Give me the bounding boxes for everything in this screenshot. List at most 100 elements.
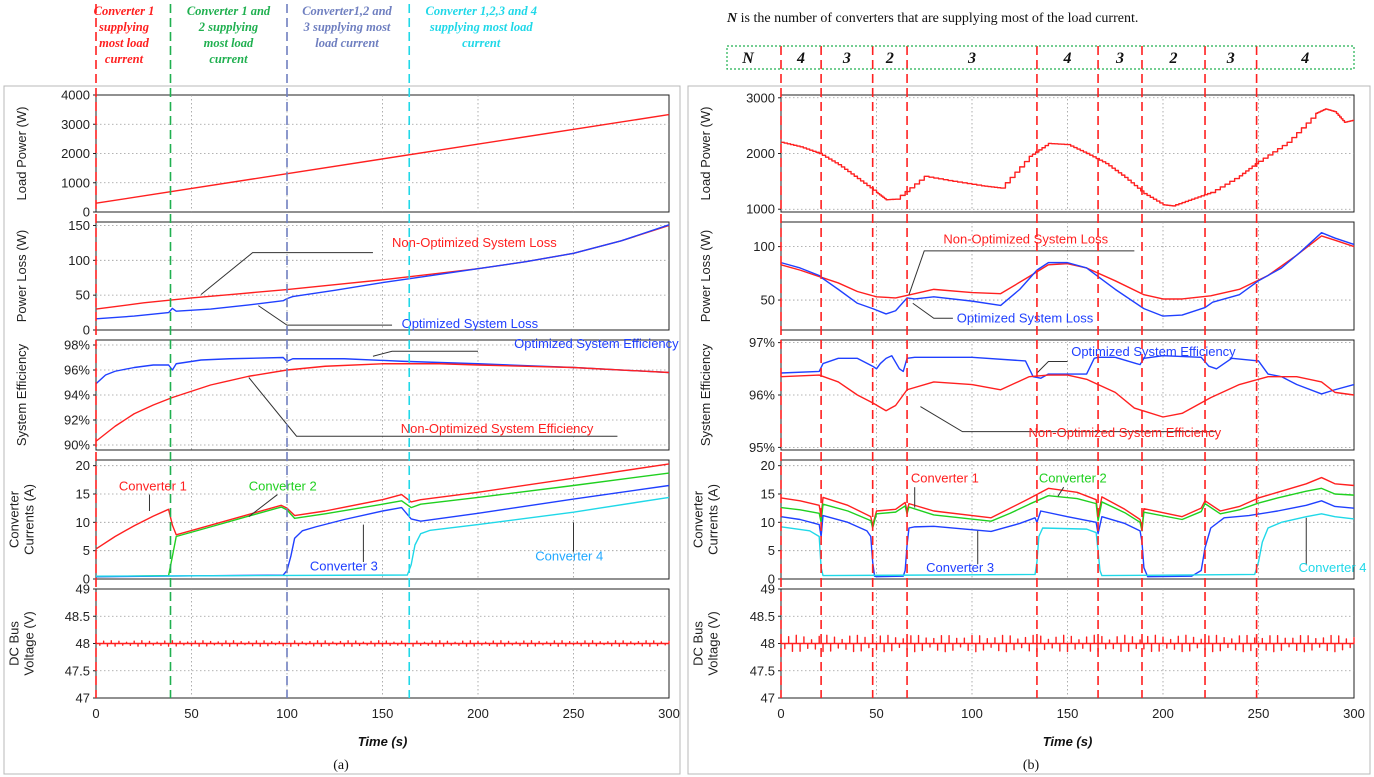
annotation-label: Converter 1 (911, 471, 979, 486)
y-axis-label: Load Power (W) (14, 107, 29, 201)
y-tick-label: 98% (64, 338, 90, 353)
y-tick-label: 49 (76, 582, 90, 597)
y-tick-label: 10 (761, 515, 775, 530)
y-tick-label: 15 (761, 487, 775, 502)
y-axis-label: Load Power (W) (698, 107, 713, 201)
plot-area (95, 94, 670, 213)
n-value: 4 (1300, 50, 1309, 67)
n-value: 3 (1226, 50, 1235, 67)
annotation-label: Converter 4 (1299, 560, 1367, 575)
y-tick-label: 47.5 (65, 663, 90, 678)
y-tick-label: 3000 (61, 117, 90, 132)
subplot-2: 0 50 100 150 Power Loss (W) Non-Optimized Sys… (14, 218, 670, 338)
annotation-label: Optimized System Efficiency (514, 336, 679, 351)
series-non-optimized-system-efficiency (780, 374, 1355, 418)
x-tick-label: 50 (869, 706, 883, 721)
y-tick-label: 48 (76, 636, 90, 651)
annotation-leader (248, 377, 618, 437)
annotation-leader (920, 406, 1217, 433)
annotation-label: Converter 4 (535, 548, 603, 563)
panel-caption: (a) (333, 758, 349, 773)
annotation-leader (248, 494, 278, 518)
annotation-label: Converter 2 (249, 479, 317, 494)
subplot-3: 90% 92% 94% 96% 98% System Efficiency Optimize… (14, 336, 679, 452)
y-tick-label: 10 (76, 515, 90, 530)
annotation-leader (912, 302, 953, 319)
annotation-label: Optimized System Efficiency (1071, 344, 1236, 359)
y-tick-label: 20 (76, 458, 90, 473)
series-line-1 (780, 634, 1355, 653)
region-header-label: Converter 1 (94, 4, 155, 18)
x-tick-label: 100 (961, 706, 983, 721)
y-tick-label: 47.5 (750, 663, 775, 678)
series-line-1 (781, 108, 1354, 207)
y-tick-label: 100 (753, 239, 775, 254)
y-axis-label: Converter (691, 490, 706, 548)
region-header-label: supplying (98, 20, 149, 34)
annotation-label: Converter 3 (926, 560, 994, 575)
region-header-label: most load (99, 36, 149, 50)
annotation-leader (1036, 360, 1068, 374)
y-tick-label: 0 (83, 205, 90, 220)
region-header-label: most load (204, 36, 254, 50)
x-axis-label: Time (s) (358, 734, 408, 749)
y-tick-label: 4000 (61, 88, 90, 103)
y-axis-label: Voltage (V) (22, 611, 37, 675)
y-tick-label: 150 (68, 218, 90, 233)
y-tick-label: 90% (64, 438, 90, 453)
y-axis-label: DC Bus (7, 621, 22, 666)
y-tick-label: 97% (749, 335, 775, 350)
n-label: N (741, 50, 755, 67)
n-value: 2 (1169, 50, 1178, 67)
plot-area (780, 221, 1355, 331)
chart-panel-a: 0 1000 2000 3000 4000 Load Power (W)0 50 100 150… (3, 4, 681, 775)
subplot-1: 0 1000 2000 3000 4000 Load Power (W) (14, 88, 670, 220)
series-optimized-system-loss (780, 231, 1355, 317)
y-tick-label: 20 (761, 458, 775, 473)
n-value: 4 (1063, 50, 1072, 67)
plot-area (95, 221, 670, 331)
y-tick-label: 95% (749, 440, 775, 455)
annotation-label: Non-Optimized System Loss (943, 231, 1108, 246)
y-tick-label: 5 (768, 543, 775, 558)
plot-area (95, 459, 670, 580)
y-tick-label: 49 (761, 582, 775, 597)
series-converter-3 (780, 500, 1355, 578)
y-tick-label: 96% (64, 363, 90, 378)
annotation-label: Optimized System Loss (402, 316, 539, 331)
x-tick-label: 300 (658, 706, 680, 721)
x-tick-label: 0 (777, 706, 784, 721)
y-tick-label: 100 (68, 253, 90, 268)
annotation-label: Non-Optimized System Efficiency (401, 421, 594, 436)
subplot-5: 47 47.5 48 48.5 49 DC Bus Voltage (V) (691, 582, 1355, 706)
y-tick-label: 50 (761, 293, 775, 308)
n-value: 2 (885, 50, 894, 67)
n-note-text: is the number of converters that are sup… (737, 11, 1138, 26)
series-line-1 (95, 113, 670, 204)
annotation-label: Optimized System Loss (957, 311, 1094, 326)
y-axis-label: Currents (A) (22, 484, 37, 555)
x-tick-label: 250 (563, 706, 585, 721)
x-tick-label: 300 (1343, 706, 1365, 721)
x-tick-label: 150 (372, 706, 394, 721)
n-note: N is the number of converters that are s… (726, 11, 1138, 26)
series-converter-3 (95, 484, 670, 578)
y-tick-label: 50 (76, 288, 90, 303)
annotation-label: Converter 3 (310, 559, 378, 574)
y-axis-label: Currents (A) (706, 484, 721, 555)
annotation-leader (258, 305, 393, 326)
y-tick-label: 1000 (746, 202, 775, 217)
y-tick-label: 2000 (61, 146, 90, 161)
annotation-leader (372, 350, 478, 357)
x-tick-label: 100 (276, 706, 298, 721)
annotation-label: Converter 2 (1039, 471, 1107, 486)
annotation-label: Converter 1 (119, 479, 187, 494)
y-tick-label: 1000 (61, 175, 90, 190)
series-converter-1 (780, 476, 1355, 529)
subplot-3: 95% 96% 97% System Efficiency Optimized Syst… (698, 335, 1355, 455)
series-converter-2 (95, 472, 670, 578)
series-line-1 (95, 640, 670, 647)
region-header-label: 2 supplying (198, 20, 258, 34)
